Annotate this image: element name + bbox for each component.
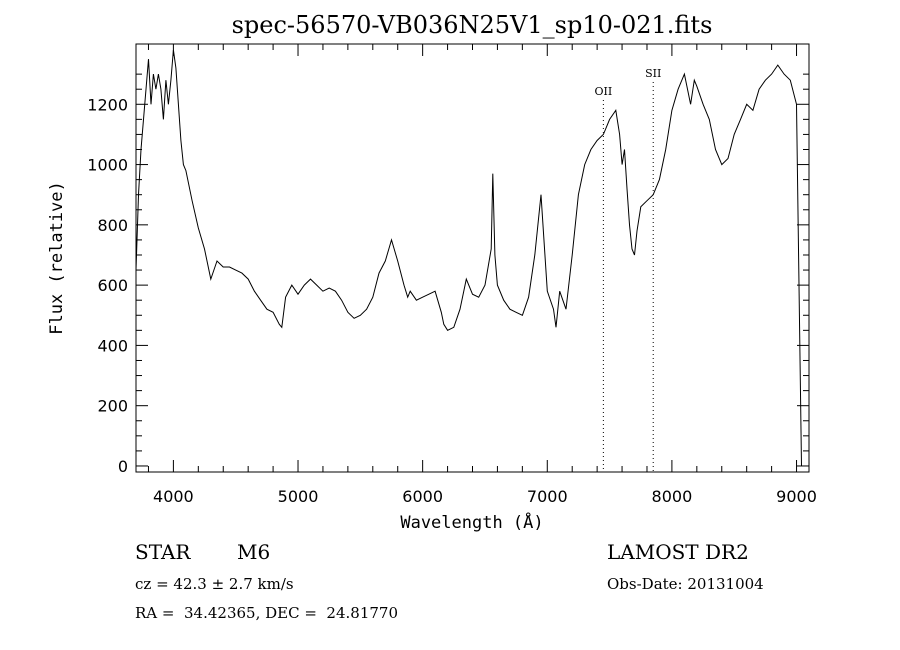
spectrum-line	[135, 49, 802, 467]
plot-frame	[135, 43, 810, 473]
y-tick-label: 600	[97, 276, 128, 295]
annotation-label: SII	[645, 67, 661, 80]
y-tick-label: 1200	[87, 95, 128, 114]
ra-dec: RA = 34.42365, DEC = 24.81770	[135, 604, 399, 622]
y-axis-label: Flux (relative)	[47, 181, 67, 335]
y-axis-ticks: 0 200 400 600 800 1000 1200	[87, 73, 809, 476]
series-group	[135, 49, 802, 467]
x-axis-ticks: 4000 5000 6000 7000 8000 9000	[147, 44, 817, 506]
annotation-label: OII	[595, 85, 613, 98]
line-annotations: OII SII	[595, 67, 661, 472]
x-axis-label: Wavelength (Å)	[400, 511, 543, 533]
x-tick-label: 7000	[527, 487, 568, 506]
y-tick-label: 200	[97, 397, 128, 416]
star-class: M6	[237, 540, 271, 564]
y-tick-label: 400	[97, 336, 128, 355]
obs-date: Obs-Date: 20131004	[607, 575, 764, 593]
x-tick-label: 8000	[652, 487, 693, 506]
survey-label: LAMOST DR2	[607, 540, 749, 564]
x-tick-label: 9000	[776, 487, 817, 506]
star-label: STAR	[135, 540, 191, 564]
y-tick-label: 0	[118, 457, 128, 476]
x-tick-label: 5000	[278, 487, 319, 506]
cz-value: cz = 42.3 ± 2.7 km/s	[135, 575, 294, 593]
x-tick-label: 4000	[153, 487, 194, 506]
y-tick-label: 800	[97, 216, 128, 235]
y-tick-label: 1000	[87, 156, 128, 175]
x-tick-label: 6000	[402, 487, 443, 506]
chart-title: spec-56570-VB036N25V1_sp10-021.fits	[232, 11, 713, 39]
